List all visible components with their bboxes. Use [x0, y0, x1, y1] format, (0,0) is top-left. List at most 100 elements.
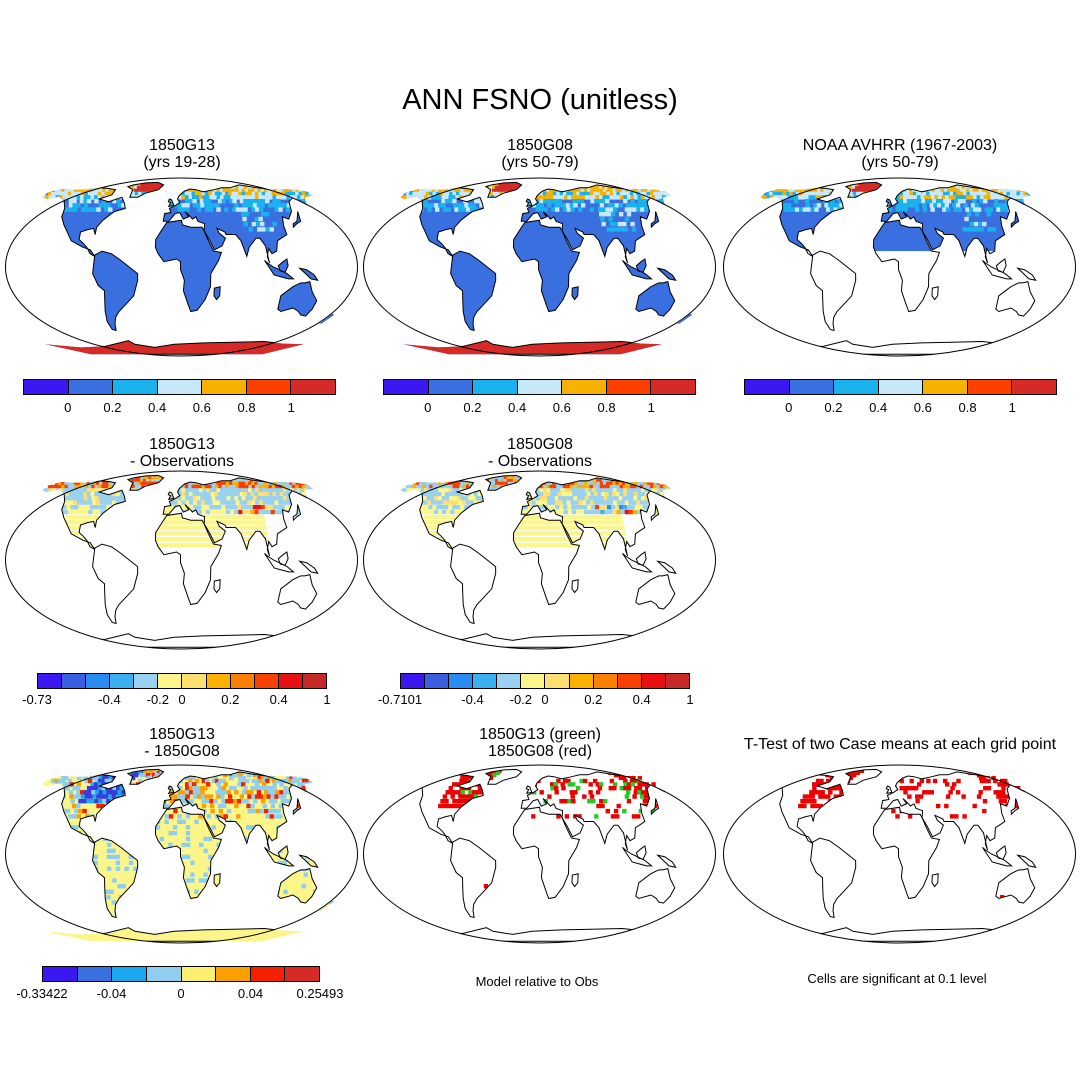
colorbar-swatch	[401, 674, 426, 688]
colorbar-swatch	[68, 380, 114, 394]
panel-title-p3: NOAA AVHRR (1967-2003) (yrs 50-79)	[802, 137, 998, 171]
figure-title: ANN FSNO (unitless)	[402, 84, 678, 116]
colorbar-tick-label: -0.33422	[16, 986, 68, 1001]
map-border	[723, 177, 1076, 357]
panel-title-p8: T-Test of two Case means at each grid po…	[743, 736, 1057, 753]
colorbar-tick-label: 1	[686, 692, 694, 707]
colorbar-swatch	[285, 967, 319, 981]
map-panel-1850g13	[5, 177, 358, 357]
colorbar-swatch	[384, 380, 429, 394]
colorbar-swatch	[302, 674, 326, 688]
colorbar-swatch	[43, 967, 78, 981]
colorbar-labels-p1: 0 0.2 0.4 0.6 0.8 1	[23, 400, 336, 416]
colorbar-tick-label: 0	[178, 692, 186, 707]
colorbar-tick-label: -0.7101	[377, 692, 423, 707]
colorbar-tick-label: 0.2	[463, 400, 482, 415]
colorbar-swatch	[113, 380, 158, 394]
map-ocean	[723, 765, 1076, 943]
colorbar-tick-label: 0	[424, 400, 432, 415]
colorbar-swatch	[38, 674, 63, 688]
colorbar-p4	[37, 673, 327, 689]
colorbar-labels-p3: 0 0.2 0.4 0.6 0.8 1	[744, 400, 1057, 416]
map-border	[5, 177, 358, 357]
colorbar-swatch	[593, 674, 618, 688]
colorbar-swatch	[449, 674, 474, 688]
panel-title-p4: 1850G13- Observations	[129, 436, 235, 470]
colorbar-swatch	[569, 674, 594, 688]
colorbar-swatch	[146, 967, 182, 981]
colorbar-tick-label: 0.04	[237, 986, 264, 1001]
colorbar-swatch	[216, 967, 251, 981]
map-border	[363, 764, 716, 944]
colorbar-tick-label: 0.4	[508, 400, 527, 415]
colorbar-swatch	[497, 674, 522, 688]
colorbar-tick-label: 0.2	[221, 692, 240, 707]
colorbar-tick-label: -0.2	[146, 692, 170, 707]
panel-title-p1: 1850G13 (yrs 19-28)	[143, 137, 221, 171]
colorbar-tick-label: 1	[287, 400, 295, 415]
colorbar-swatch	[834, 380, 879, 394]
colorbar-swatch	[250, 967, 286, 981]
colorbar-tick-label: 0.8	[597, 400, 616, 415]
colorbar-tick-label: 0.2	[824, 400, 843, 415]
map-ocean	[363, 765, 716, 943]
colorbar-tick-label: -0.04	[96, 986, 127, 1001]
map-border	[5, 470, 358, 650]
colorbar-swatch	[562, 380, 607, 394]
map-panel-g13-minus-g08	[5, 764, 358, 944]
map-panel-noaa-avhrr	[723, 177, 1076, 357]
colorbar-tick-label: 0.2	[584, 692, 603, 707]
colorbar-tick-label: 0	[64, 400, 72, 415]
colorbar-tick-label: 0.4	[632, 692, 651, 707]
note-significance: Cells are significant at 0.1 level	[807, 971, 987, 986]
map-panel-g13-minus-obs	[5, 470, 358, 650]
colorbar-swatch	[110, 674, 135, 688]
map-border	[723, 764, 1076, 944]
colorbar-swatch	[291, 380, 336, 394]
note-model-relative: Model relative to Obs	[475, 974, 599, 989]
colorbar-swatch	[967, 380, 1013, 394]
colorbar-p1	[23, 379, 336, 395]
colorbar-swatch	[545, 674, 570, 688]
colorbar-tick-label: 1	[323, 692, 331, 707]
colorbar-swatch	[923, 380, 968, 394]
map-panel-g08-minus-obs	[363, 470, 716, 650]
colorbar-swatch	[278, 674, 303, 688]
colorbar-tick-label: 0.4	[869, 400, 888, 415]
colorbar-labels-p5: -0.7101 -0.4 -0.2 0 0.2 0.4 1	[378, 692, 694, 708]
colorbar-swatch	[202, 380, 247, 394]
panel-title-p6: 1850G13- 1850G08	[144, 726, 220, 760]
colorbar-swatch	[230, 674, 255, 688]
colorbar-tick-label: -0.73	[22, 692, 52, 707]
colorbar-tick-label: 0.6	[552, 400, 571, 415]
colorbar-tick-label: 0.4	[148, 400, 167, 415]
colorbar-labels-p2: 0 0.2 0.4 0.6 0.8 1	[383, 400, 696, 416]
colorbar-swatch	[517, 380, 563, 394]
colorbar-swatch	[425, 674, 450, 688]
map-panel-ttest	[723, 764, 1076, 944]
colorbar-swatch	[206, 674, 231, 688]
colorbar-swatch	[181, 967, 217, 981]
colorbar-tick-label: -0.2	[509, 692, 533, 707]
map-border	[363, 470, 716, 650]
colorbar-swatch	[606, 380, 652, 394]
colorbar-swatch	[428, 380, 474, 394]
map-panel-1850g08	[363, 177, 716, 357]
colorbar-tick-label: 0.8	[237, 400, 256, 415]
colorbar-tick-label: 1	[1008, 400, 1016, 415]
colorbar-swatch	[134, 674, 159, 688]
colorbar-swatch	[112, 967, 147, 981]
colorbar-swatch	[246, 380, 292, 394]
colorbar-swatch	[665, 674, 689, 688]
colorbar-swatch	[521, 674, 546, 688]
panel-title-p7: 1850G13 (green) 1850G08 (red)	[479, 726, 601, 760]
colorbar-p3	[744, 379, 1057, 395]
colorbar-tick-label: 0.4	[269, 692, 288, 707]
colorbar-labels-p6: -0.33422 -0.04 0 0.04 0.25493	[16, 986, 343, 1002]
colorbar-p5	[400, 673, 690, 689]
map-panel-significance-both	[363, 764, 716, 944]
colorbar-swatch	[789, 380, 835, 394]
colorbar-swatch	[158, 674, 183, 688]
colorbar-tick-label: 1	[647, 400, 655, 415]
colorbar-p6	[42, 966, 320, 982]
